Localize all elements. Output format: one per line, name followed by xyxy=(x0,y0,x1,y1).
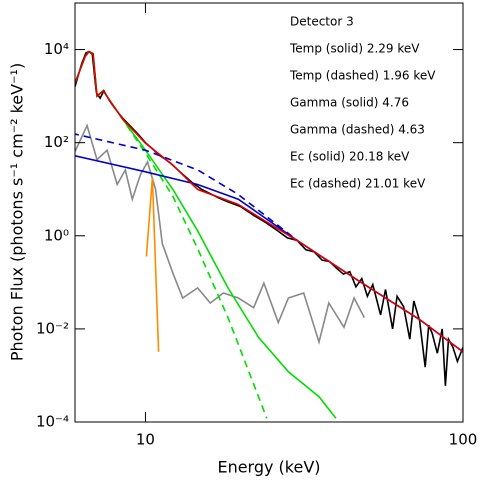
y-tick-label: 10⁻² xyxy=(36,319,69,337)
series-line xyxy=(75,123,366,346)
y-tick-label: 10⁻⁴ xyxy=(36,413,69,431)
series-line xyxy=(75,133,300,243)
series-line xyxy=(145,177,160,352)
annotation: Ec (dashed) 21.01 keV xyxy=(290,177,426,191)
y-axis-label: Photon Flux (photons s⁻¹ cm⁻² keV⁻¹) xyxy=(8,63,27,361)
annotation: Detector 3 xyxy=(290,15,354,29)
annotation: Temp (solid) 2.29 keV xyxy=(289,42,420,56)
annotation: Gamma (dashed) 4.63 xyxy=(290,123,425,137)
y-tick-label: 10⁴ xyxy=(44,40,69,58)
series-line xyxy=(75,50,268,419)
series-line xyxy=(75,50,463,353)
annotation: Temp (dashed) 1.96 keV xyxy=(289,69,436,83)
x-tick-label: 100 xyxy=(449,431,478,449)
x-axis-label: Energy (keV) xyxy=(217,458,320,477)
plot-frame xyxy=(74,2,464,423)
y-tick-label: 10⁰ xyxy=(44,226,69,244)
annotation: Gamma (solid) 4.76 xyxy=(290,96,409,110)
annotation: Ec (solid) 20.18 keV xyxy=(290,150,410,164)
y-tick-label: 10² xyxy=(44,133,69,151)
x-tick-label: 10 xyxy=(136,431,155,449)
